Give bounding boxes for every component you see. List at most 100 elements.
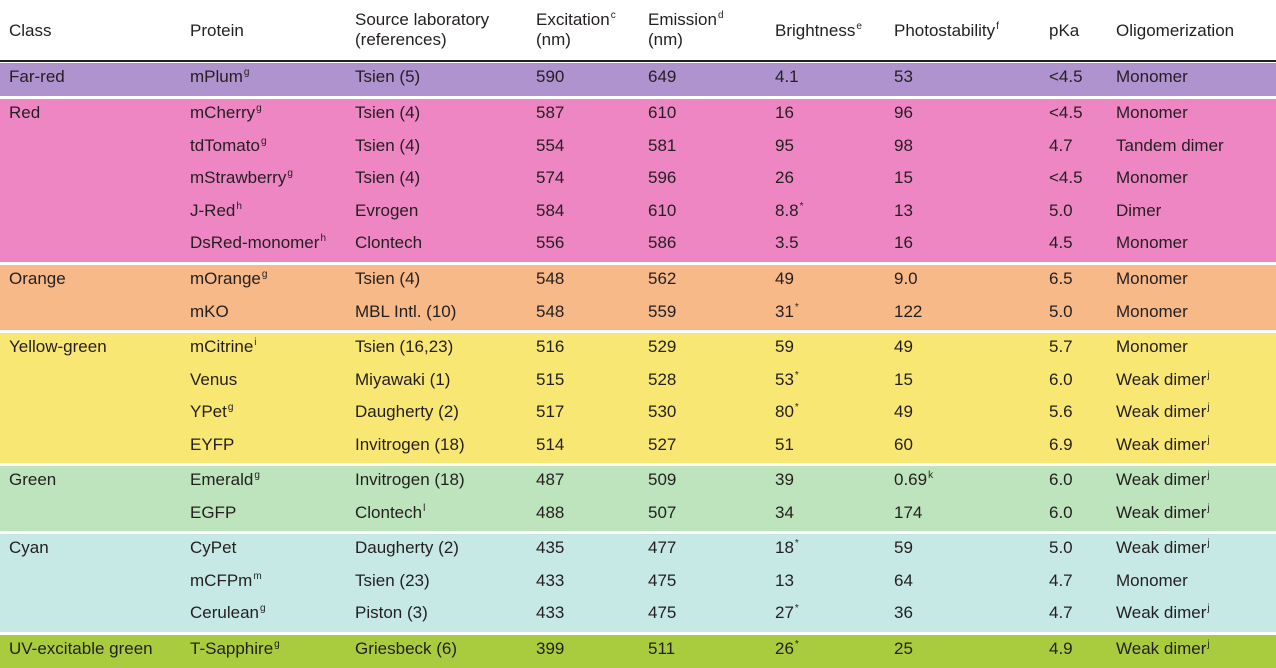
source-cell: Clontechl <box>355 503 425 523</box>
source-cell-text: Tsien (4) <box>355 103 421 122</box>
oligomerization-cell-footnote: j <box>1207 503 1210 514</box>
photostability-cell-text: 98 <box>894 136 913 155</box>
excitation-cell-text: 433 <box>536 571 565 590</box>
protein-cell: DsRed-monomerh <box>190 233 326 253</box>
photostability-cell-text: 36 <box>894 603 913 622</box>
pka-cell: 4.7 <box>1049 603 1073 623</box>
excitation-cell: 517 <box>536 402 564 422</box>
photostability-cell: 174 <box>894 503 922 523</box>
oligomerization-cell: Tandem dimer <box>1116 136 1224 156</box>
brightness-cell: 8.8* <box>775 201 804 221</box>
class-label: Far-red <box>9 67 65 87</box>
header-brightness-footnote: e <box>856 21 862 32</box>
excitation-cell: 433 <box>536 603 564 623</box>
emission-cell-text: 649 <box>648 67 677 86</box>
class-label: Red <box>9 103 40 123</box>
pka-cell-text: 5.6 <box>1049 402 1073 421</box>
source-cell: Tsien (5) <box>355 67 420 87</box>
source-cell-text: Daugherty (2) <box>355 538 459 557</box>
emission-cell: 562 <box>648 269 676 289</box>
protein-cell: T-Sapphireg <box>190 639 280 659</box>
oligomerization-cell: Monomer <box>1116 103 1188 123</box>
emission-cell-text: 610 <box>648 103 677 122</box>
brightness-cell-footnote: * <box>794 639 799 650</box>
brightness-cell: 4.1 <box>775 67 799 87</box>
excitation-cell: 433 <box>536 571 564 591</box>
protein-cell-text: mCherry <box>190 103 256 122</box>
emission-cell-text: 610 <box>648 201 677 220</box>
pka-cell: 6.9 <box>1049 435 1073 455</box>
source-cell: Tsien (16,23) <box>355 337 453 357</box>
header-brightness-line: Brightness <box>775 21 856 40</box>
pka-cell-text: 4.7 <box>1049 136 1073 155</box>
source-cell-text: Tsien (5) <box>355 67 421 86</box>
brightness-cell: 13 <box>775 571 794 591</box>
pka-cell: <4.5 <box>1049 67 1083 87</box>
protein-cell: J-Redh <box>190 201 242 221</box>
photostability-cell: 15 <box>894 370 913 390</box>
source-cell-text: Griesbeck (6) <box>355 639 458 658</box>
excitation-cell-text: 516 <box>536 337 565 356</box>
photostability-cell-text: 16 <box>894 233 913 252</box>
header-source-line: (references) <box>355 30 447 49</box>
photostability-cell: 53 <box>894 67 913 87</box>
pka-cell-text: <4.5 <box>1049 67 1083 86</box>
brightness-cell: 16 <box>775 103 794 123</box>
photostability-cell: 122 <box>894 302 922 322</box>
oligomerization-cell-footnote: j <box>1207 603 1210 614</box>
protein-cell-text: EGFP <box>190 503 237 522</box>
group-yellow-green: Yellow-green mCitrinei Tsien (16,23) 516 529… <box>0 333 1276 463</box>
excitation-cell-text: 514 <box>536 435 565 454</box>
brightness-cell: 95 <box>775 136 794 156</box>
source-cell: Tsien (4) <box>355 269 420 289</box>
excitation-cell: 574 <box>536 168 564 188</box>
excitation-cell: 435 <box>536 538 564 558</box>
pka-cell: 6.5 <box>1049 269 1073 289</box>
protein-cell-text: YPet <box>190 402 227 421</box>
class-label-text: UV-excitable green <box>9 639 153 658</box>
protein-cell-footnote: g <box>274 639 280 650</box>
brightness-cell-text: 31 <box>775 302 794 321</box>
emission-cell: 610 <box>648 201 676 221</box>
class-label: Orange <box>9 269 66 289</box>
pka-cell-text: 4.7 <box>1049 571 1073 590</box>
excitation-cell-text: 548 <box>536 269 565 288</box>
emission-cell: 610 <box>648 103 676 123</box>
oligomerization-cell-text: Monomer <box>1116 571 1188 590</box>
source-cell-text: Piston (3) <box>355 603 428 622</box>
brightness-cell-footnote: * <box>794 402 799 413</box>
excitation-cell-text: 399 <box>536 639 565 658</box>
brightness-cell: 39 <box>775 470 794 490</box>
source-cell: Invitrogen (18) <box>355 435 465 455</box>
photostability-cell-text: 13 <box>894 201 913 220</box>
pka-cell-text: 5.0 <box>1049 302 1073 321</box>
oligomerization-cell: Monomer <box>1116 302 1188 322</box>
brightness-cell-text: 34 <box>775 503 794 522</box>
emission-cell: 559 <box>648 302 676 322</box>
source-cell-text: Invitrogen (18) <box>355 435 465 454</box>
pka-cell: <4.5 <box>1049 168 1083 188</box>
photostability-cell: 15 <box>894 168 913 188</box>
photostability-cell-text: 174 <box>894 503 923 522</box>
oligomerization-cell: Weak dimerj <box>1116 639 1210 659</box>
header-photostability-footnote: f <box>996 21 999 32</box>
header-excitation-footnote: c <box>610 10 616 21</box>
source-cell: Clontech <box>355 233 422 253</box>
emission-cell-text: 511 <box>648 639 676 658</box>
protein-cell-footnote: g <box>261 269 268 280</box>
pka-cell: 5.6 <box>1049 402 1073 422</box>
protein-cell-text: mStrawberry <box>190 168 287 187</box>
excitation-cell-text: 487 <box>536 470 565 489</box>
oligomerization-cell-text: Weak dimer <box>1116 538 1207 557</box>
brightness-cell: 27* <box>775 603 799 623</box>
brightness-cell: 26* <box>775 639 799 659</box>
brightness-cell: 31* <box>775 302 799 322</box>
group-orange: Orange mOrangeg Tsien (4) 548 562 49 9.0 6.5 Mon… <box>0 265 1276 330</box>
group-uv-excitable-green: UV-excitable green T-Sapphireg Griesbeck (… <box>0 635 1276 668</box>
brightness-cell-text: 3.5 <box>775 233 799 252</box>
protein-cell-footnote: g <box>260 603 266 614</box>
class-label-text: Orange <box>9 269 66 288</box>
source-cell-text: Tsien (23) <box>355 571 430 590</box>
excitation-cell: 548 <box>536 302 564 322</box>
class-label: Cyan <box>9 538 49 558</box>
